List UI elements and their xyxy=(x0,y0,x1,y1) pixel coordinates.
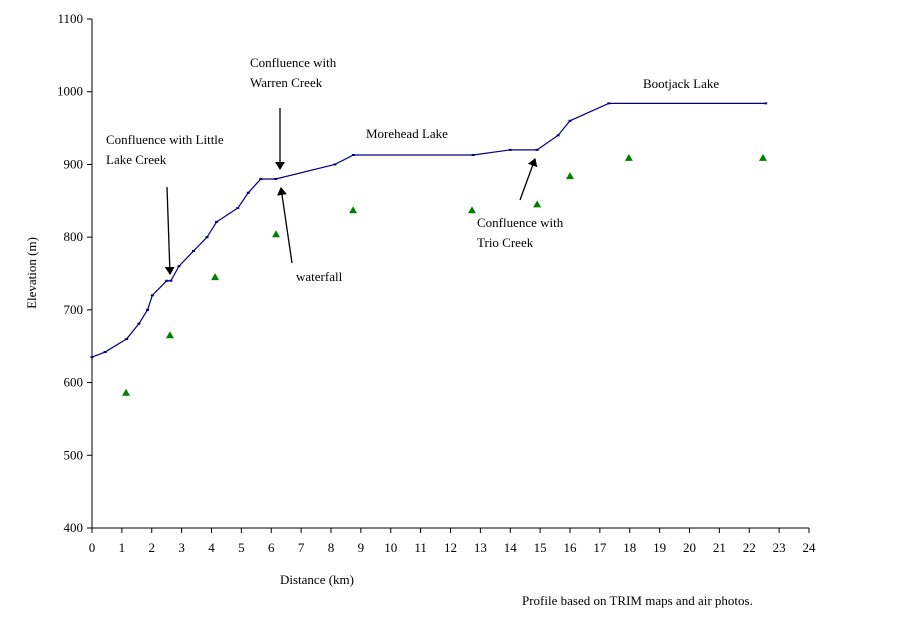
annotation-text: Lake Creek xyxy=(106,152,167,167)
profile-point xyxy=(169,279,173,282)
sample-point-triangle xyxy=(758,153,767,161)
annotation-warren-creek: Confluence with Warren Creek xyxy=(250,55,337,90)
annotation-arrows xyxy=(164,108,538,275)
x-tick-label: 17 xyxy=(593,540,607,555)
footnote: Profile based on TRIM maps and air photo… xyxy=(522,593,753,608)
profile-point xyxy=(165,279,169,282)
x-tick-label: 8 xyxy=(328,540,335,555)
y-tick-label: 800 xyxy=(64,229,84,244)
arrow-waterfall xyxy=(277,187,293,264)
x-tick-label: 5 xyxy=(238,540,245,555)
sample-point-triangle xyxy=(272,230,281,238)
profile-point xyxy=(90,356,94,359)
y-axis-label: Elevation (m) xyxy=(24,237,39,309)
profile-point xyxy=(215,220,219,223)
y-tick-label: 1000 xyxy=(57,84,83,99)
x-tick-label: 3 xyxy=(178,540,185,555)
annotation-bootjack-lake: Bootjack Lake xyxy=(643,76,719,91)
x-tick-label: 0 xyxy=(89,540,96,555)
x-tick-label: 16 xyxy=(564,540,578,555)
profile-point xyxy=(607,102,611,105)
sample-point-triangle xyxy=(533,200,542,208)
profile-point xyxy=(351,153,355,156)
profile-point xyxy=(192,249,196,252)
profile-point xyxy=(236,207,240,210)
profile-point xyxy=(535,148,539,151)
annotation-little-lake-creek: Confluence with Little Lake Creek xyxy=(106,132,224,167)
x-tick-label: 22 xyxy=(743,540,756,555)
x-tick-label: 13 xyxy=(474,540,487,555)
profile-point xyxy=(471,153,475,156)
annotation-text: Confluence with xyxy=(477,215,564,230)
annotation-text: Warren Creek xyxy=(250,75,323,90)
sample-point-triangle xyxy=(211,273,220,281)
x-tick-label: 2 xyxy=(149,540,156,555)
x-tick-label: 4 xyxy=(208,540,215,555)
profile-point xyxy=(259,177,263,180)
profile-point xyxy=(246,191,250,194)
profile-point xyxy=(137,322,141,325)
x-tick-label: 23 xyxy=(773,540,786,555)
sample-point-triangle xyxy=(349,206,358,214)
sample-point-triangle xyxy=(165,331,174,339)
sample-point-triangle xyxy=(624,153,633,161)
y-tick-label: 1100 xyxy=(57,11,83,26)
x-tick-label: 12 xyxy=(444,540,457,555)
x-axis-label: Distance (km) xyxy=(280,572,354,587)
x-tick-label: 11 xyxy=(414,540,427,555)
x-tick-label: 6 xyxy=(268,540,275,555)
x-tick-label: 7 xyxy=(298,540,305,555)
annotation-text: Confluence with xyxy=(250,55,337,70)
y-tick-label: 600 xyxy=(64,375,84,390)
arrow-trio-creek xyxy=(519,158,538,201)
annotation-text: Trio Creek xyxy=(477,235,534,250)
sample-point-triangle xyxy=(566,172,574,180)
x-tick-label: 20 xyxy=(683,540,696,555)
profile-point xyxy=(764,102,768,105)
sample-point-triangle xyxy=(468,206,477,214)
sample-point-triangle xyxy=(122,388,131,396)
profile-point xyxy=(508,148,512,151)
x-tick-label: 1 xyxy=(119,540,126,555)
annotation-morehead-lake: Morehead Lake xyxy=(366,126,448,141)
x-tick-label: 14 xyxy=(504,540,518,555)
profile-point xyxy=(274,177,278,180)
y-tick-label: 400 xyxy=(64,520,84,535)
y-tick-label: 900 xyxy=(64,156,84,171)
profile-point xyxy=(150,294,154,297)
annotation-trio-creek: Confluence with Trio Creek xyxy=(477,215,564,250)
annotation-waterfall: waterfall xyxy=(296,269,343,284)
profile-point xyxy=(146,308,150,311)
profile-point xyxy=(333,163,337,166)
profile-point xyxy=(556,134,560,137)
x-tick-label: 19 xyxy=(653,540,666,555)
profile-point xyxy=(568,119,572,122)
arrow-little-lake-creek xyxy=(164,186,175,275)
profile-point xyxy=(125,337,129,340)
y-tick-label: 700 xyxy=(64,302,84,317)
x-tick-label: 9 xyxy=(358,540,365,555)
x-tick-label: 15 xyxy=(534,540,547,555)
profile-point xyxy=(205,236,209,239)
profile-point xyxy=(177,265,181,268)
x-tick-label: 24 xyxy=(803,540,817,555)
series-marks xyxy=(90,102,768,396)
x-tick-label: 18 xyxy=(623,540,636,555)
x-tick-label: 21 xyxy=(713,540,726,555)
profile-point xyxy=(103,351,107,354)
annotation-text: Confluence with Little xyxy=(106,132,224,147)
x-tick-label: 10 xyxy=(384,540,397,555)
y-tick-label: 500 xyxy=(64,447,84,462)
